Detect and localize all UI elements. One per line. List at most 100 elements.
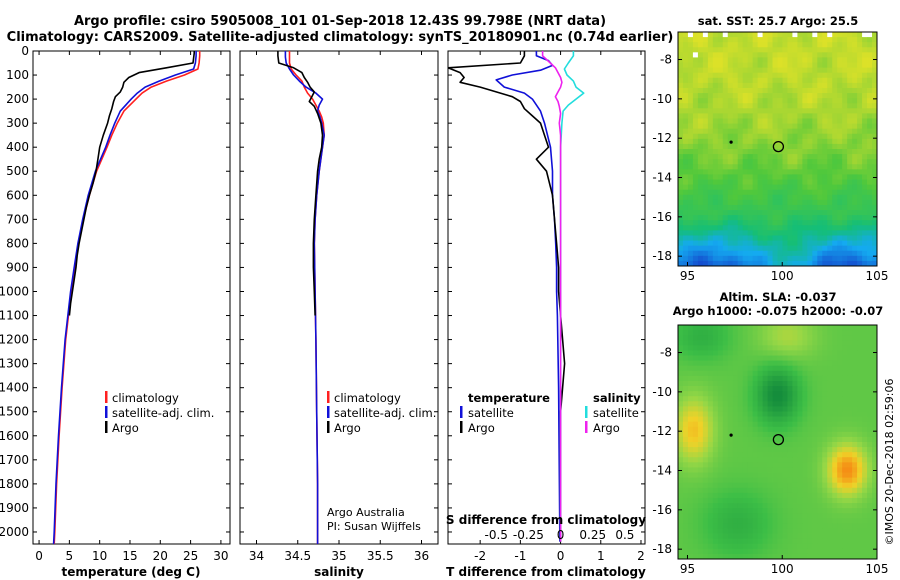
heatmap-cell: [822, 189, 828, 196]
heatmap-cell: [862, 386, 868, 392]
heatmap-cell: [767, 250, 773, 257]
heatmap-cell: [682, 230, 689, 236]
heatmap-cell: [747, 370, 754, 377]
heatmap-cell: [752, 215, 759, 221]
heatmap-cell: [792, 503, 798, 509]
heatmap-cell: [822, 103, 828, 109]
heatmap-cell: [787, 215, 793, 221]
heatmap-cell: [797, 513, 803, 519]
heatmap-cell: [752, 386, 759, 392]
heatmap-cell: [682, 199, 689, 206]
heatmap-cell: [732, 431, 739, 438]
heatmap-cell: [837, 164, 843, 170]
heatmap-cell: [712, 128, 719, 135]
heatmap-cell: [822, 72, 828, 79]
heatmap-cell: [762, 391, 768, 397]
heatmap-cell: [837, 230, 843, 236]
heatmap-cell: [817, 406, 823, 412]
heatmap-cell: [872, 325, 878, 331]
heatmap-cell: [817, 462, 823, 468]
heatmap-cell: [687, 199, 694, 206]
heatmap-cell: [782, 103, 788, 109]
heatmap-cell: [872, 436, 878, 443]
heatmap-cell: [712, 523, 719, 529]
heatmap-cell: [787, 128, 793, 135]
heatmap-cell: [862, 230, 868, 236]
heatmap-cell: [692, 442, 699, 448]
heatmap-cell: [817, 138, 823, 145]
heatmap-cell: [822, 98, 828, 104]
heatmap-cell: [827, 108, 833, 114]
heatmap-cell: [687, 240, 694, 247]
heatmap-cell: [697, 487, 704, 494]
sla-map-ticks: 95 100 105-8-10-12-14-16-18: [652, 346, 888, 576]
heatmap-cell: [767, 138, 773, 145]
heatmap-cell: [762, 47, 768, 53]
heatmap-cell: [767, 225, 773, 231]
heatmap-cell: [827, 37, 833, 43]
heatmap-cell: [692, 128, 699, 135]
heatmap-cell: [692, 143, 699, 150]
heatmap-cell: [782, 508, 788, 514]
heatmap-cell: [762, 553, 768, 560]
heatmap-cell: [752, 528, 759, 534]
heatmap-cell: [797, 123, 803, 130]
heatmap-cell: [822, 538, 828, 545]
heatmap-cell: [827, 42, 833, 48]
heatmap-cell: [807, 508, 813, 514]
heatmap-cell: [747, 138, 754, 145]
heatmap-cell: [717, 204, 724, 211]
heatmap-cell: [822, 442, 828, 448]
heatmap-cell: [787, 330, 793, 336]
heatmap-cell: [802, 431, 808, 438]
heatmap-cell: [812, 179, 818, 186]
heatmap-cell: [727, 37, 734, 43]
heatmap-cell: [697, 548, 704, 555]
heatmap-cell: [847, 431, 853, 438]
x-tick-label: 1: [597, 549, 605, 563]
heatmap-cell: [862, 370, 868, 377]
heatmap-cell: [722, 543, 729, 550]
heatmap-cell: [678, 426, 684, 433]
heatmap-cell: [782, 350, 788, 356]
heatmap-cell: [762, 548, 768, 555]
heatmap-cell: [862, 330, 868, 336]
heatmap-cell: [847, 113, 853, 119]
heatmap-cell: [782, 548, 788, 555]
heatmap-cell: [802, 62, 808, 69]
heatmap-cell: [797, 210, 803, 216]
heatmap-cell: [757, 467, 763, 473]
heatmap-cell: [707, 335, 714, 341]
heatmap-cell: [867, 452, 873, 458]
heatmap-cell: [817, 416, 823, 423]
heatmap-cell: [692, 159, 699, 165]
heatmap-cell: [782, 194, 788, 201]
heatmap-cell: [852, 508, 858, 514]
heatmap-cell: [807, 93, 813, 99]
heatmap-cell: [707, 325, 714, 331]
heatmap-cell: [817, 250, 823, 257]
depth-axis-labels: 0100200300400500600700800900100011001200…: [0, 44, 29, 539]
x-tick-label: -1: [514, 549, 526, 563]
heatmap-cell: [782, 138, 788, 145]
heatmap-cell: [827, 335, 833, 341]
heatmap-cell: [707, 133, 714, 140]
depth-tick-label: 1800: [0, 477, 29, 491]
heatmap-cell: [752, 396, 759, 402]
heatmap-cell: [857, 260, 863, 267]
heatmap-cell: [727, 189, 734, 196]
heatmap-cell: [802, 492, 808, 499]
heatmap-cell: [817, 360, 823, 367]
heatmap-cell: [742, 93, 749, 99]
heatmap-cell: [717, 391, 724, 397]
heatmap-cell: [717, 98, 724, 104]
heatmap-cell: [797, 467, 803, 473]
heatmap-cell: [702, 386, 709, 392]
heatmap-cell: [712, 118, 719, 124]
heatmap-cell: [837, 442, 843, 448]
heatmap-cell: [678, 355, 684, 362]
heatmap-cell: [812, 487, 818, 494]
heatmap-cell: [742, 497, 749, 504]
heatmap-cell: [687, 497, 694, 504]
heatmap-cell: [787, 360, 793, 367]
